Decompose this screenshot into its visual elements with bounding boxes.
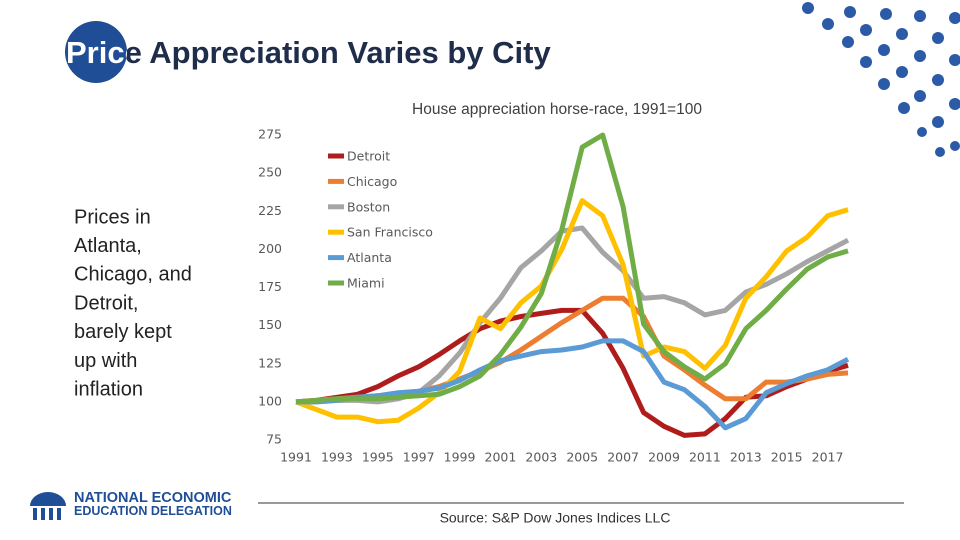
legend-label: Miami [347,276,385,291]
sidebar: Prices in Atlanta, Chicago, and Detroit, bar… [74,206,192,400]
sidebar-text: Detroit, [74,292,138,314]
logo-icon [30,492,66,520]
x-tick-label: 2007 [607,450,639,465]
y-tick-label: 200 [258,241,282,256]
chart-title: House appreciation horse-race, 1991=100 [412,101,702,118]
x-tick-label: 2001 [485,450,517,465]
y-tick-label: 75 [266,432,282,447]
x-tick-label: 2015 [771,450,803,465]
series-line [295,132,849,405]
x-tick-label: 2013 [730,450,762,465]
y-tick-label: 150 [258,317,282,332]
sidebar-text: barely kept [74,321,172,343]
x-tick-label: 2003 [525,450,557,465]
x-tick-label: 2011 [689,450,721,465]
y-tick-label: 275 [258,127,282,142]
series-line [296,338,850,431]
legend-label: Atlanta [347,250,392,265]
x-tick-label: 1993 [321,450,353,465]
x-tick-label: 2005 [566,450,598,465]
y-tick-label: 125 [258,355,282,370]
legend-label: Detroit [347,149,390,164]
y-tick-label: 175 [258,279,282,294]
title-circle [65,21,127,83]
y-tick-label: 250 [258,165,282,180]
source: Source: S&P Dow Jones Indices LLC [440,510,671,526]
plot: 75 100 125 150 175 200 225 250 275 1991 1993 1995 19… [258,127,850,465]
sidebar-text: Atlanta, [74,235,142,257]
series-line [295,198,849,425]
slide-title: Price Appreciation Varies by City [66,35,551,70]
sidebar-text: Chicago, and [74,264,192,286]
logo-text: NATIONAL ECONOMIC [74,490,232,506]
x-tick-label: 1991 [280,450,312,465]
legend-label: San Francisco [347,225,433,240]
logo-text: EDUCATION DELEGATION [74,504,232,518]
x-tick-label: 2017 [812,450,844,465]
sidebar-text: up with [74,350,137,372]
series-line [295,307,849,438]
x-tick-label: 1997 [403,450,435,465]
y-tick-label: 100 [258,393,282,408]
sidebar-text: inflation [74,378,143,400]
legend-label: Boston [347,199,390,214]
x-tick-label: 1995 [362,450,394,465]
legend-label: Chicago [347,174,397,189]
y-tick-label: 225 [258,203,282,218]
slide-title-overlay: Price Appreciation Varies by City [66,35,551,70]
dot-pattern [802,2,960,157]
x-tick-label: 1999 [444,450,476,465]
sidebar-text: Prices in [74,206,151,228]
x-tick-label: 2009 [648,450,680,465]
